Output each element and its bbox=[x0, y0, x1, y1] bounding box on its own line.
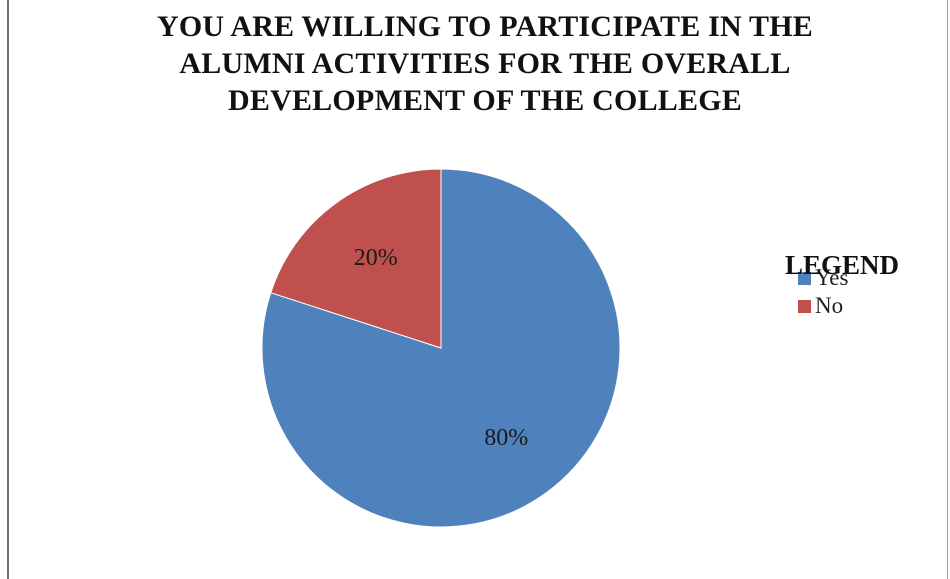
pie-slice-yes bbox=[261, 168, 621, 528]
legend-swatch-yes bbox=[798, 271, 811, 285]
chart-title-line-2: ALUMNI ACTIVITIES FOR THE OVERALL bbox=[179, 47, 791, 80]
legend-item-yes: Yes bbox=[798, 265, 849, 290]
chart-title-line-1: YOU ARE WILLING TO PARTICIPATE IN THE bbox=[157, 10, 813, 43]
data-label-yes: 80% bbox=[484, 425, 528, 451]
data-label-no: 20% bbox=[354, 245, 398, 271]
legend-label-yes: Yes bbox=[815, 265, 849, 290]
legend-title: LEGEND bbox=[785, 250, 900, 280]
chart-title-line-3: DEVELOPMENT OF THE COLLEGE bbox=[228, 84, 742, 117]
legend-label-no: No bbox=[815, 293, 844, 318]
legend-item-no: No bbox=[798, 293, 844, 318]
legend-swatch-no bbox=[798, 299, 811, 313]
pie-slices bbox=[261, 168, 621, 528]
pie-slice-no bbox=[270, 168, 442, 349]
chart-title: YOU ARE WILLING TO PARTICIPATE IN THE AL… bbox=[90, 8, 880, 119]
pie-data-labels: 80% 20% bbox=[354, 245, 528, 451]
